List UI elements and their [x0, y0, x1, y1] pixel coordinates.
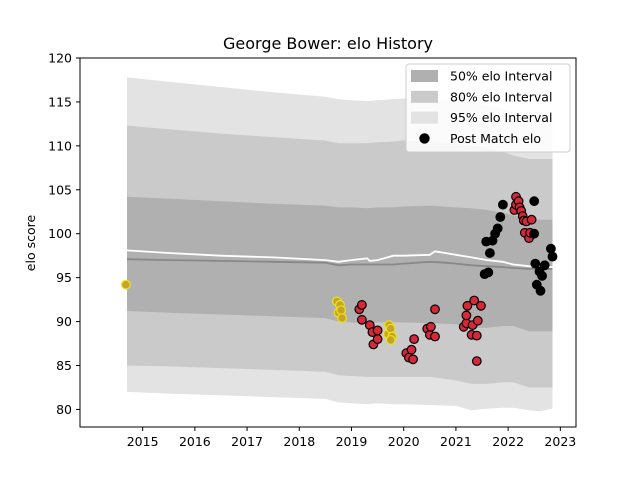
- x-tick-label: 2018: [283, 434, 315, 449]
- data-point: [535, 285, 546, 296]
- data-point: [385, 323, 396, 334]
- plot-area: [120, 77, 558, 412]
- data-point: [492, 223, 503, 234]
- data-point: [471, 356, 482, 367]
- x-tick-label: 2022: [492, 434, 524, 449]
- chart-title: George Bower: elo History: [223, 34, 433, 53]
- data-point: [372, 325, 383, 336]
- data-point: [472, 315, 483, 326]
- data-point: [357, 300, 367, 310]
- data-point: [336, 305, 347, 316]
- data-point: [485, 248, 495, 258]
- legend-swatch: [411, 111, 438, 124]
- y-tick-label: 110: [48, 138, 72, 153]
- legend-swatch: [411, 70, 438, 82]
- data-point: [546, 243, 556, 254]
- data-point: [430, 304, 440, 315]
- y-tick-label: 105: [48, 182, 72, 197]
- data-point: [408, 354, 419, 365]
- x-tick-label: 2019: [336, 434, 368, 449]
- axes-frame: [79, 57, 577, 428]
- legend-marker: [419, 133, 430, 144]
- data-point: [530, 258, 541, 269]
- data-point: [430, 331, 440, 342]
- data-point: [406, 344, 417, 355]
- y-tick-label: 80: [56, 402, 72, 417]
- data-point: [529, 228, 540, 239]
- data-point: [120, 279, 131, 290]
- mean-elo-line: [126, 249, 553, 268]
- data-point: [426, 321, 436, 332]
- legend-label: 95% elo Interval: [450, 110, 552, 125]
- data-point: [495, 212, 506, 222]
- legend-label: 80% elo Interval: [450, 89, 552, 104]
- data-point: [529, 196, 540, 207]
- legend-label: 50% elo Interval: [450, 69, 552, 84]
- legend-swatch: [411, 90, 438, 103]
- band-50pct: [127, 196, 553, 332]
- x-tick-label: 2016: [179, 434, 211, 449]
- data-point: [469, 295, 480, 306]
- data-point: [526, 214, 537, 225]
- x-tick-label: 2021: [440, 434, 472, 449]
- y-tick-label: 120: [48, 51, 72, 66]
- data-point: [547, 251, 558, 262]
- data-point: [409, 334, 420, 345]
- data-point: [498, 199, 508, 210]
- data-point: [537, 271, 547, 281]
- y-tick-label: 100: [48, 226, 72, 241]
- median-elo-line: [126, 258, 553, 270]
- data-point: [357, 314, 367, 325]
- x-tick-label: 2017: [231, 434, 263, 449]
- data-point: [483, 267, 494, 278]
- x-tick-label: 2023: [544, 434, 576, 449]
- legend: 50% elo Interval 80% elo Interval 95% elo …: [405, 63, 571, 153]
- legend-box: [405, 63, 571, 153]
- legend-label: Post Match elo: [450, 131, 541, 146]
- data-point: [372, 334, 383, 345]
- y-tick-label: 90: [56, 314, 72, 329]
- y-axis: 80 85 90 95 100 105 110 115 120: [48, 51, 80, 417]
- data-point: [471, 330, 482, 341]
- y-tick-label: 95: [56, 270, 72, 285]
- data-point: [539, 260, 550, 271]
- data-point: [461, 310, 472, 321]
- plot-content: [120, 77, 558, 412]
- x-tick-label: 2015: [127, 434, 159, 449]
- data-point: [476, 300, 486, 311]
- x-tick-label: 2020: [388, 434, 420, 449]
- data-point: [385, 335, 396, 345]
- data-point: [462, 300, 473, 311]
- y-tick-label: 85: [56, 358, 72, 373]
- y-tick-label: 115: [48, 94, 72, 109]
- data-point: [337, 313, 348, 324]
- y-axis-label: elo score: [23, 215, 38, 272]
- x-axis: 2015 2016 2017 2018 2019 2020 2021 2022 2023: [127, 427, 576, 449]
